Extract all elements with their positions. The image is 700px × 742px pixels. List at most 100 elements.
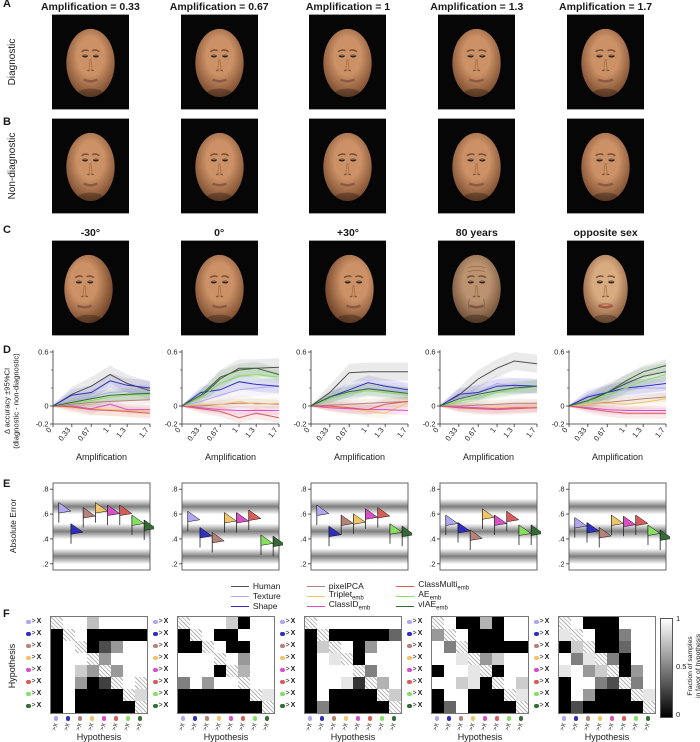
hypothesis-col-label-vIAE: >X bbox=[515, 714, 527, 734]
hypothesis-col-label-pixelPCA: >X bbox=[74, 714, 86, 734]
svg-text:1: 1 bbox=[359, 426, 369, 435]
matrix-cell bbox=[444, 689, 456, 701]
matrix-cell bbox=[595, 629, 607, 641]
matrix-cell bbox=[353, 617, 365, 629]
matrix-cell bbox=[456, 689, 468, 701]
matrix-cell bbox=[317, 689, 329, 701]
face-non-diagnostic-2 bbox=[309, 118, 387, 214]
svg-text:1.7: 1.7 bbox=[653, 426, 667, 440]
matrix-cell bbox=[329, 677, 341, 689]
absolute-error-plot-2: .8 .6 .4 .2 bbox=[300, 482, 412, 571]
colorbar-label: Fraction of samples in favor of hypothes… bbox=[687, 633, 700, 699]
hypothesis-row-label-Triplet: > X bbox=[26, 652, 50, 664]
model-dot-ClassMulti bbox=[494, 716, 500, 721]
matrix-cell bbox=[99, 701, 111, 713]
model-dot-pixelPCA bbox=[534, 643, 539, 649]
svg-text:Amplification: Amplification bbox=[205, 452, 256, 462]
hypothesis-row-label-Triplet: > X bbox=[407, 652, 431, 664]
matrix-cell bbox=[365, 653, 377, 665]
matrix-cell bbox=[571, 701, 583, 713]
matrix-cell-hatched bbox=[135, 701, 147, 713]
svg-text:.2: .2 bbox=[558, 559, 564, 568]
matrix-cell bbox=[75, 617, 87, 629]
model-dot-ClassID bbox=[407, 667, 412, 673]
matrix-cell bbox=[262, 653, 274, 665]
model-dot-vIAE bbox=[518, 716, 524, 721]
matrix-cell bbox=[87, 641, 99, 653]
matrix-cell bbox=[619, 617, 631, 629]
model-dot-ClassMulti bbox=[367, 716, 373, 721]
hypothesis-col-label-pixelPCA: >X bbox=[455, 714, 467, 734]
model-dot-ClassID bbox=[228, 716, 234, 721]
svg-text:.8: .8 bbox=[43, 485, 49, 494]
model-dot-Texture bbox=[534, 619, 539, 625]
matrix-cell bbox=[631, 701, 643, 713]
matrix-cell bbox=[353, 677, 365, 689]
absolute-error-plot-4: .8 .6 .4 .2 bbox=[558, 482, 670, 571]
matrix-cell bbox=[63, 701, 75, 713]
matrix-cell bbox=[214, 701, 226, 713]
matrix-cell bbox=[389, 689, 401, 701]
matrix-cell bbox=[492, 641, 504, 653]
matrix-cell bbox=[250, 653, 262, 665]
svg-text:0.6: 0.6 bbox=[167, 348, 177, 357]
svg-text:0.33: 0.33 bbox=[572, 426, 588, 443]
matrix-cell bbox=[190, 641, 202, 653]
matrix-cell bbox=[75, 677, 87, 689]
matrix-cell-hatched bbox=[377, 689, 389, 701]
legend-label-Triplet: Tripletemb bbox=[328, 588, 364, 602]
legend-column-0: Human Texture Shape bbox=[230, 582, 281, 611]
svg-text:-0.2: -0.2 bbox=[165, 420, 178, 429]
condition-title-4: opposite sex bbox=[573, 227, 638, 239]
matrix-cell bbox=[202, 665, 214, 677]
matrix-cell bbox=[643, 677, 655, 689]
matrix-cell bbox=[559, 665, 571, 677]
svg-text:0.33: 0.33 bbox=[186, 426, 202, 443]
hypothesis-row-label-Texture: > X bbox=[407, 616, 431, 628]
matrix-cell bbox=[492, 629, 504, 641]
model-dot-pixelPCA bbox=[407, 643, 412, 649]
matrix-cell bbox=[571, 689, 583, 701]
model-dot-AE bbox=[407, 691, 412, 697]
svg-text:0.67: 0.67 bbox=[205, 426, 221, 443]
matrix-cell bbox=[619, 701, 631, 713]
hypothesis-row-label-ClassMulti: > X bbox=[26, 676, 50, 688]
matrix-cell bbox=[214, 677, 226, 689]
model-dot-Texture bbox=[434, 716, 440, 721]
model-dot-AE bbox=[534, 691, 539, 697]
colorbar-tick-05: 0.5 bbox=[676, 662, 687, 671]
legend-line-swatch-Triplet bbox=[306, 595, 325, 598]
model-dot-ClassMulti bbox=[113, 716, 119, 721]
matrix-cell bbox=[389, 641, 401, 653]
svg-text:.8: .8 bbox=[558, 485, 564, 494]
matrix-cell bbox=[329, 617, 341, 629]
model-dot-Triplet bbox=[534, 655, 539, 661]
matrix-cell bbox=[238, 689, 250, 701]
model-dot-ClassID bbox=[153, 667, 158, 673]
legend-label-ClassID: ClassIDemb bbox=[328, 598, 371, 612]
matrix-cell bbox=[99, 689, 111, 701]
svg-text:1.3: 1.3 bbox=[115, 426, 129, 440]
matrix-cell bbox=[87, 689, 99, 701]
matrix-cell-hatched bbox=[317, 629, 329, 641]
legend-item-vIAE: vIAEemb bbox=[396, 599, 469, 611]
panel-f-matrices-row: F Hypothesis > X > X > X > X > X > X > X > X >X >X >X >X >X >… bbox=[0, 608, 700, 742]
model-dot-Texture bbox=[561, 716, 567, 721]
model-dot-pixelPCA bbox=[204, 716, 210, 721]
matrix-cell bbox=[595, 641, 607, 653]
svg-text:.2: .2 bbox=[171, 559, 177, 568]
model-dot-ClassID bbox=[609, 716, 615, 721]
svg-text:.4: .4 bbox=[300, 534, 306, 543]
matrix-cell bbox=[365, 689, 377, 701]
face-diagnostic-image-0 bbox=[51, 14, 129, 110]
legend-item-Shape: Shape bbox=[230, 602, 281, 611]
matrix-cell bbox=[262, 665, 274, 677]
svg-text:0: 0 bbox=[560, 402, 564, 411]
matrix-cell-hatched bbox=[99, 665, 111, 677]
hypothesis-matrix-1 bbox=[177, 616, 275, 714]
matrix-cell bbox=[111, 701, 123, 713]
matrix-cell bbox=[444, 617, 456, 629]
matrix-cell bbox=[643, 629, 655, 641]
matrix-cell bbox=[365, 641, 377, 653]
